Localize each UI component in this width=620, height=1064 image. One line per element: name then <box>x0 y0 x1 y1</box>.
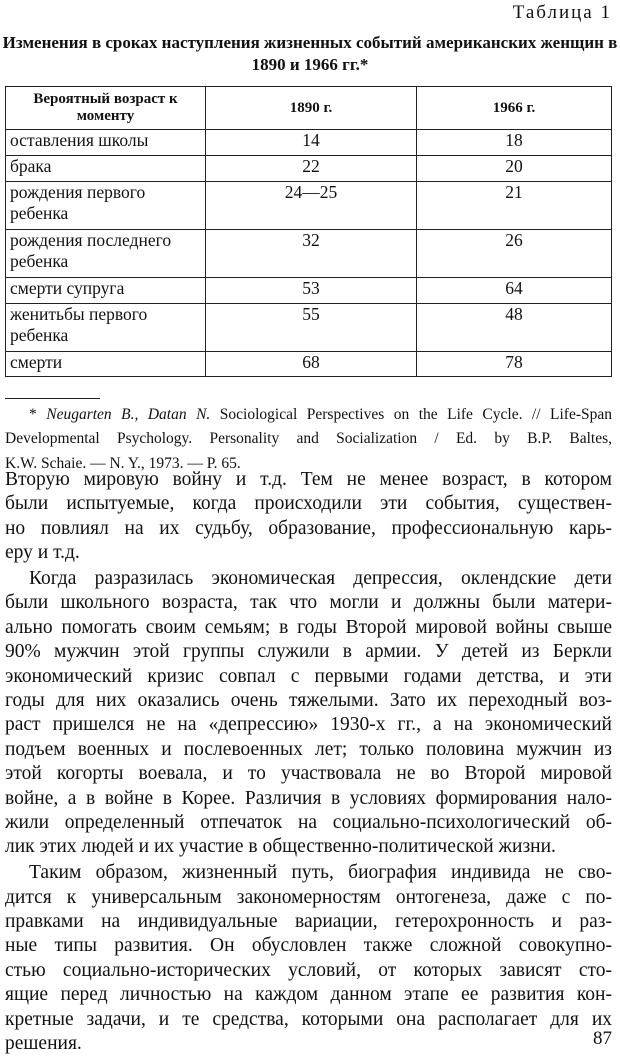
age-cell: 20 <box>416 155 612 182</box>
event-cell: брака <box>5 155 206 182</box>
event-cell: смерти супруга <box>5 277 206 304</box>
paragraph: Когда разразилась экономическая депресси… <box>5 567 612 860</box>
footnote-line: K.W. Schaie. — N. Y., 1973. — P. 65. <box>5 454 241 472</box>
age-cell: 26 <box>416 229 612 278</box>
age-cell: 48 <box>416 303 612 352</box>
age-cell: 32 <box>205 229 417 278</box>
age-cell: 64 <box>416 277 612 304</box>
table-row: женитьбы первого ребенка 55 48 <box>5 303 612 352</box>
text-line: ящие перед личностью на каждом данном эт… <box>5 984 612 1006</box>
text-line: жили определенный отпечаток на социально… <box>5 811 612 833</box>
footnote-text: Sociological Perspectives on the Life Cy… <box>219 406 613 423</box>
column-header: Вероятный возраст к моменту <box>5 86 206 130</box>
table-title: Изменения в сроках наступления жизненных… <box>2 33 618 74</box>
column-header: 1890 г. <box>205 86 417 130</box>
table-row: смерти супруга 53 64 <box>5 277 612 304</box>
page-number: 87 <box>593 1028 612 1049</box>
text-line: были школьного возраста, так что могли и… <box>5 592 612 614</box>
age-cell: 22 <box>205 155 417 182</box>
age-cell: 21 <box>416 181 612 230</box>
table-row: рождения последнего ребенка 32 26 <box>5 229 612 278</box>
text-line: Вторую мировую войну и т.д. Тем не менее… <box>5 469 612 490</box>
footnote-line: Developmental Psychology. Personality an… <box>5 430 612 448</box>
event-cell: оставления школы <box>5 129 206 156</box>
text-line: ально помогать своим семьям; в годы Втор… <box>5 616 612 638</box>
age-cell: 68 <box>205 351 417 377</box>
text-line: но повлиял на их судьбу, образование, пр… <box>5 517 612 539</box>
age-cell: 78 <box>416 351 612 377</box>
table-row: оставления школы 14 18 <box>5 129 612 156</box>
text-line: Таким образом, жизненный путь, биография… <box>29 862 612 884</box>
table-row: рождения первого ребенка 24—25 21 <box>5 181 612 230</box>
paragraph: Вторую мировую войну и т.д. Тем не менее… <box>5 468 612 566</box>
text-line: стью социально-исторических условий, от … <box>5 959 612 981</box>
text-line: 90% мужчин этой группы служили в армии. … <box>5 641 612 663</box>
age-cell: 55 <box>205 303 417 352</box>
text-line: дится к универсальным закономерностям он… <box>5 886 612 908</box>
text-line: решения. <box>5 1032 82 1054</box>
footnote-divider <box>5 398 100 399</box>
event-cell: рождения первого ребенка <box>5 181 206 230</box>
table-row: смерти 68 78 <box>5 351 612 377</box>
table-row: брака 22 20 <box>5 155 612 182</box>
column-header: 1966 г. <box>416 86 612 130</box>
text-line: войне, а в войне в Корее. Различия в усл… <box>5 787 612 809</box>
text-line: ные типы развития. Он обусловлен также с… <box>5 935 612 957</box>
text-line: подъем военных и послевоенных лет; тольк… <box>5 738 612 760</box>
age-cell: 14 <box>205 129 417 156</box>
event-cell: рождения последнего ребенка <box>5 229 206 278</box>
age-cell: 24—25 <box>205 181 417 230</box>
footnote-authors: Neugarten B., Datan N. <box>46 406 211 423</box>
text-line: лик этих людей и их участие в общественн… <box>5 836 556 858</box>
text-line: еру и т.д. <box>5 542 80 564</box>
text-line: этой когорты воевала, и то участвовала н… <box>5 763 612 785</box>
table-label: Таблица 1 <box>512 2 612 23</box>
footnote: * Neugarten B., Datan N. Sociological Pe… <box>5 403 612 476</box>
event-cell: женитьбы первого ребенка <box>5 303 206 352</box>
data-table: Вероятный возраст к моменту 1890 г. 1966… <box>5 86 612 377</box>
text-line: правками на индивидуальные вариации, гет… <box>5 911 612 933</box>
text-line: экономический кризис совпал с первыми го… <box>5 665 612 687</box>
text-line: раст пришелся не на «депрессию» 1930-х г… <box>5 714 612 736</box>
paragraph: Таким образом, жизненный путь, биография… <box>5 861 612 1056</box>
footnote-line: * Neugarten B., Datan N. Sociological Pe… <box>29 406 613 423</box>
text-line: были испытуемые, когда происходили эти с… <box>5 493 612 515</box>
text-line: Когда разразилась экономическая депресси… <box>29 568 612 590</box>
age-cell: 18 <box>416 129 612 156</box>
event-cell: смерти <box>5 351 206 377</box>
table-header-row: Вероятный возраст к моменту 1890 г. 1966… <box>5 86 612 130</box>
text-line: кретные задачи, и те средства, которыми … <box>5 1008 612 1030</box>
age-cell: 53 <box>205 277 417 304</box>
text-line: годы для них оказались очень тяжелыми. З… <box>5 690 612 712</box>
body-text: Вторую мировую войну и т.д. Тем не менее… <box>5 468 612 1058</box>
